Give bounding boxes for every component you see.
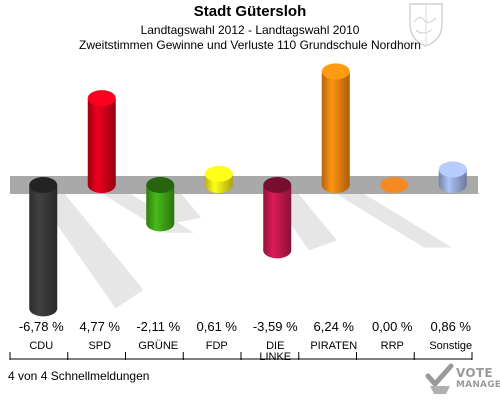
bar-piraten: [321, 63, 350, 193]
chart-title: Stadt Gütersloh: [193, 3, 307, 20]
footer-count-text: 4 von 4 Schnellmeldungen: [8, 369, 150, 383]
bar-shadow: [321, 185, 452, 248]
coat-of-arms-icon: [409, 3, 443, 47]
value-label: -2,11 %: [136, 319, 180, 334]
category-label: SPD: [88, 340, 111, 352]
value-label: 6,24 %: [314, 319, 355, 334]
category-label: LINKE: [259, 351, 291, 363]
chart-subtitle: Landtagswahl 2012 - Landtagswahl 2010: [140, 23, 360, 37]
category-label: Sonstige: [429, 340, 472, 352]
value-label: 0,86 %: [431, 319, 472, 334]
bar-sonstige: [438, 161, 467, 193]
bar-die-linke: [263, 177, 292, 259]
value-label: 4,77 %: [80, 319, 121, 334]
category-label: GRÜNE: [138, 340, 178, 352]
bar-rrp: [380, 177, 409, 193]
value-label: -6,78 %: [19, 319, 64, 334]
chart-description: Zweitstimmen Gewinne und Verluste 110 Gr…: [79, 38, 421, 52]
watermark-line2: MANAGER: [456, 380, 500, 390]
bar-grüne: [146, 177, 175, 232]
category-label: FDP: [206, 340, 228, 352]
value-label: 0,00 %: [372, 319, 413, 334]
bar-spd: [87, 90, 116, 193]
vote-manager-logo-icon: [425, 363, 454, 394]
bar-fdp: [204, 165, 233, 193]
baseline-band: [10, 176, 478, 194]
category-label: RRP: [381, 340, 404, 352]
bar-shadow: [29, 185, 144, 309]
category-label: DIE: [266, 340, 284, 352]
value-label: 0,61 %: [197, 319, 238, 334]
value-label: -3,59 %: [253, 319, 298, 334]
category-label: PIRATEN: [310, 340, 357, 352]
category-label: CDU: [29, 340, 53, 352]
bar-cdu: [29, 177, 58, 317]
watermark-line1: VOTE: [456, 366, 493, 380]
